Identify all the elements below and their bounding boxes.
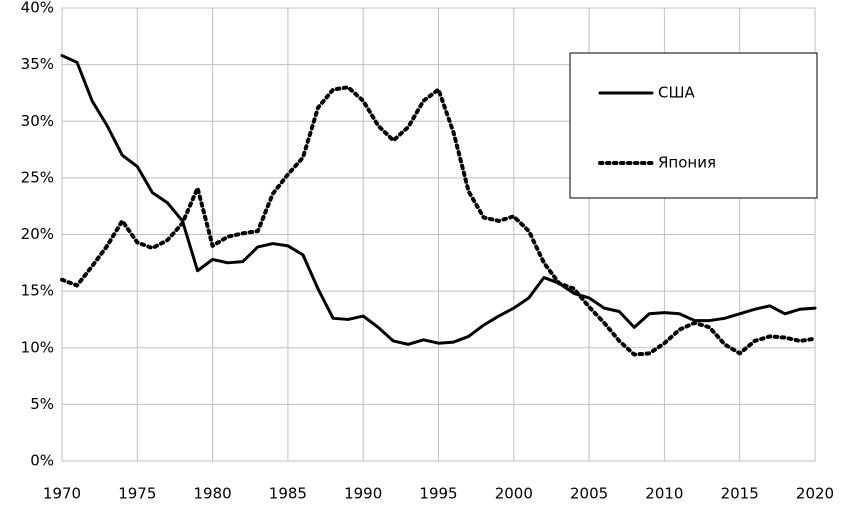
legend-box [569,52,818,199]
x-tick-label: 2005 [570,485,608,503]
y-tick-label: 5% [30,395,54,413]
x-tick-label: 2020 [796,485,834,503]
x-tick-label: 1995 [419,485,457,503]
y-tick-label: 30% [21,112,54,130]
y-tick-label: 35% [21,55,54,73]
series-line [60,54,817,346]
y-tick-label: 20% [21,225,54,243]
x-tick-label: 1975 [118,485,156,503]
x-tick-label: 1985 [269,485,307,503]
legend-label: Япония [658,154,716,172]
x-tick-label: 1980 [194,485,232,503]
y-tick-label: 25% [21,168,54,186]
y-tick-label: 15% [21,282,54,300]
x-tick-label: 1970 [43,485,81,503]
x-tick-label: 1990 [344,485,382,503]
legend-label: США [658,84,696,102]
x-tick-label: 2000 [495,485,533,503]
legend: США Япония [569,52,818,199]
y-tick-label: 0% [30,452,54,470]
x-tick-label: 2015 [721,485,759,503]
series-line [60,85,817,357]
y-tick-label: 10% [21,338,54,356]
x-tick-label: 2010 [645,485,683,503]
y-tick-label: 40% [21,0,54,17]
